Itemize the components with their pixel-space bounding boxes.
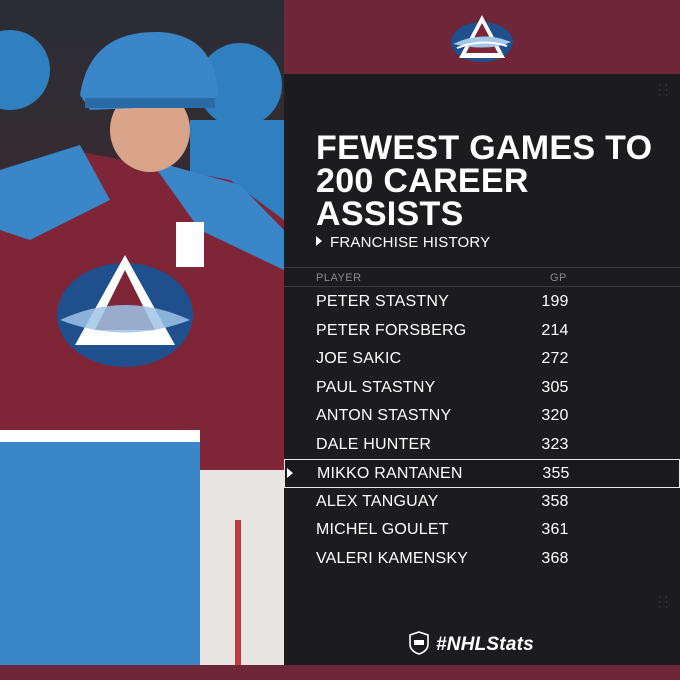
player-name: PAUL STASTNY [316,378,436,396]
games-played: 358 [541,492,569,510]
nhl-shield-icon [409,631,429,655]
triangle-right-icon [287,468,293,478]
table-row: ALEX TANGUAY 358 [284,488,680,517]
table-row: PETER FORSBERG 214 [284,317,680,346]
table-row: PETER STASTNY 199 [284,288,680,317]
games-played: 320 [541,407,569,424]
player-name: PETER FORSBERG [316,321,467,339]
games-played: 368 [541,549,569,567]
table-header: PLAYER GP [284,267,680,287]
player-name: VALERI KAMENSKY [316,549,469,567]
table-row-highlighted: MIKKO RANTANEN 355 [284,459,680,488]
player-photo [0,0,284,680]
games-played: 214 [541,321,569,339]
games-played: 355 [542,465,570,482]
subtitle: FRANCHISE HISTORY [316,234,490,251]
table-row: DALE HUNTER 323 [284,431,680,460]
games-played: 323 [541,435,569,453]
player-name: DALE HUNTER [316,435,432,453]
hashtag: #NHLStats [436,634,534,655]
subtitle-text: FRANCHISE HISTORY [330,234,491,251]
games-played: 361 [541,521,569,538]
player-name: ALEX TANGUAY [316,492,439,510]
games-played: 305 [541,378,569,396]
avalanche-logo-icon [451,15,513,62]
table-row: JOE SAKIC 272 [284,345,680,374]
table-row: ANTON STASTNY 320 [284,402,680,431]
page-title: FEWEST GAMES TO 200 CAREER ASSISTS [316,129,653,233]
bottom-band [0,665,680,680]
stats-table: PETER STASTNY 199 PETER FORSBERG 214 JOE… [284,288,680,573]
stats-panel: ·· ·· ·· FEWEST GAMES TO 200 CAREER ASSI… [284,74,680,665]
player-name: MICHEL GOULET [316,521,449,538]
player-name: JOE SAKIC [316,350,402,367]
player-photo-illustration [0,30,284,680]
player-name: ANTON STASTNY [316,407,452,424]
table-row: MICHEL GOULET 361 [284,516,680,545]
table-row: PAUL STASTNY 305 [284,374,680,403]
corner-dots-icon: ·· ·· ·· [657,81,670,101]
table-row: VALERI KAMENSKY 368 [284,545,680,574]
column-header-player: PLAYER [316,272,362,284]
corner-dots-icon: ·· ·· ·· [657,593,670,613]
player-name: MIKKO RANTANEN [317,465,463,482]
triangle-right-icon [316,236,322,246]
player-name: PETER STASTNY [316,293,449,310]
games-played: 272 [541,350,569,367]
column-header-gp: GP [550,272,567,284]
games-played: 199 [541,293,569,310]
